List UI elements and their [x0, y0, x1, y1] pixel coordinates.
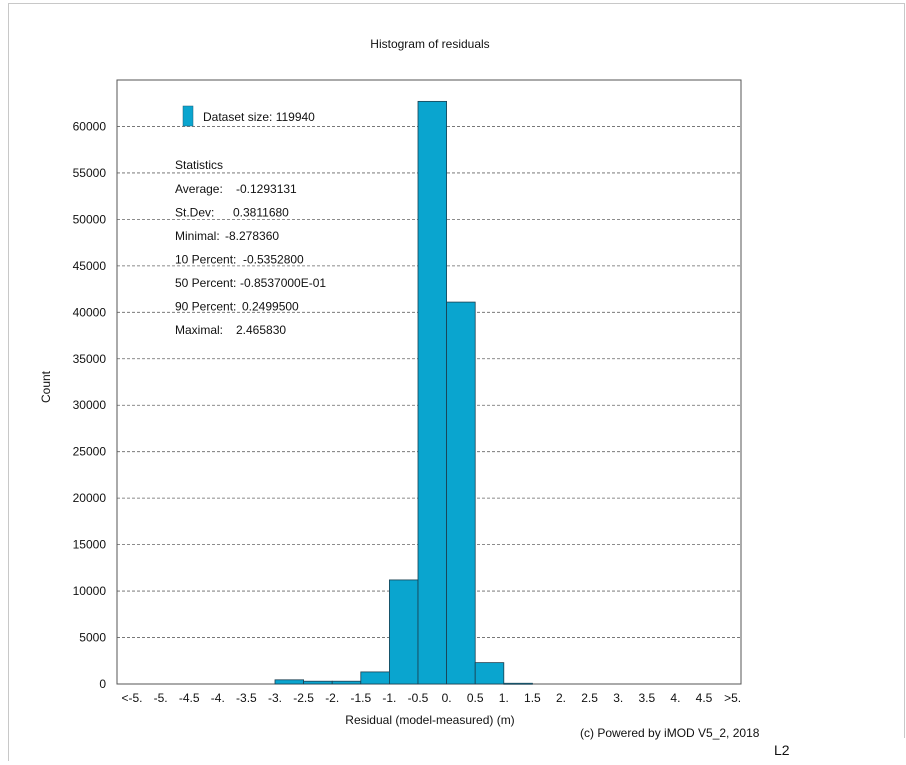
x-tick-label: 3.5 — [638, 691, 655, 705]
x-tick-label: 3. — [613, 691, 623, 705]
x-tick-label: -5. — [154, 691, 168, 705]
footer-credit: (c) Powered by iMOD V5_2, 2018 — [580, 726, 760, 740]
legend-entry: Dataset size: 119940 — [203, 110, 315, 124]
x-tick-label: -0.5 — [408, 691, 429, 705]
y-tick-label: 50000 — [73, 212, 107, 226]
chart-frame-right-edge — [904, 3, 905, 738]
legend: Dataset size: 119940 — [182, 105, 315, 127]
y-axis-label: Count — [39, 370, 53, 403]
chart-frame — [8, 3, 905, 761]
histogram-bar — [331, 680, 362, 685]
x-tick-label: <-5. — [121, 691, 142, 705]
x-tick-label: 2.5 — [581, 691, 598, 705]
x-tick-label: -1.5 — [350, 691, 371, 705]
footer-label: L2 — [774, 742, 790, 758]
statistic-label: St.Dev: — [175, 206, 214, 220]
x-tick-label: -4. — [211, 691, 225, 705]
histogram-bar — [360, 671, 390, 685]
x-tick-label: -1. — [382, 691, 396, 705]
x-tick-label: >5. — [724, 691, 741, 705]
chart-title: Histogram of residuals — [370, 37, 489, 51]
statistic-label: 10 Percent: — [175, 253, 236, 267]
y-tick-label: 60000 — [73, 119, 107, 133]
histogram-bar — [274, 679, 305, 685]
statistic-label: Average: — [175, 182, 223, 196]
y-tick-label: 40000 — [73, 305, 107, 319]
histogram-bar — [388, 579, 419, 685]
histogram-bar — [446, 301, 476, 685]
y-tick-label: 10000 — [73, 584, 107, 598]
x-axis-ticks: <-5. -5. -4.5 -4. -3.5 -3. -2.5 -2. -1.5 -1. -0.5 0… — [121, 691, 741, 705]
statistic-label: Maximal: — [175, 323, 223, 337]
x-tick-label: 0.5 — [467, 691, 484, 705]
statistic-value: 0.2499500 — [242, 300, 299, 314]
statistic-value: -0.5352800 — [243, 253, 304, 267]
statistic-label: 50 Percent: — [175, 276, 236, 290]
x-tick-label: -2. — [325, 691, 339, 705]
statistic-label: 90 Percent: — [175, 300, 236, 314]
statistics-heading: Statistics — [175, 158, 223, 172]
statistic-label: Minimal: — [175, 229, 220, 243]
bars — [274, 100, 533, 685]
y-axis-ticks: 0 5000 10000 15000 20000 25000 30000 35000 40000… — [73, 119, 107, 691]
statistic-value: 0.3811680 — [233, 206, 289, 220]
x-tick-label: 4. — [670, 691, 680, 705]
statistic-value: -8.278360 — [225, 229, 279, 243]
x-tick-label: -3. — [268, 691, 282, 705]
legend-swatch — [182, 105, 194, 127]
y-tick-label: 30000 — [73, 398, 107, 412]
y-tick-label: 20000 — [73, 491, 107, 505]
x-tick-label: 1.5 — [524, 691, 541, 705]
y-tick-label: 35000 — [73, 352, 107, 366]
y-tick-label: 0 — [99, 677, 106, 691]
y-tick-label: 5000 — [79, 631, 106, 645]
x-tick-label: 4.5 — [696, 691, 713, 705]
y-tick-label: 25000 — [73, 445, 107, 459]
histogram-bar — [303, 680, 333, 685]
y-tick-label: 45000 — [73, 259, 107, 273]
x-tick-label: -3.5 — [236, 691, 257, 705]
x-tick-label: 1. — [499, 691, 509, 705]
statistic-value: -0.8537000E-01 — [240, 276, 326, 290]
statistic-value: 2.465830 — [236, 323, 286, 337]
x-axis-label: Residual (model-measured) (m) — [345, 713, 514, 727]
statistic-value: -0.1293131 — [236, 182, 297, 196]
statistics-box: Statistics Average: -0.1293131 St.Dev: 0.38… — [175, 158, 326, 337]
x-tick-label: -4.5 — [179, 691, 200, 705]
x-tick-label: 2. — [556, 691, 566, 705]
y-tick-label: 55000 — [73, 166, 107, 180]
histogram-bar — [474, 662, 505, 685]
x-tick-label: -2.5 — [293, 691, 314, 705]
y-tick-label: 15000 — [73, 538, 107, 552]
histogram-bar — [417, 100, 448, 685]
histogram-bar — [503, 682, 533, 685]
x-tick-label: 0. — [442, 691, 452, 705]
